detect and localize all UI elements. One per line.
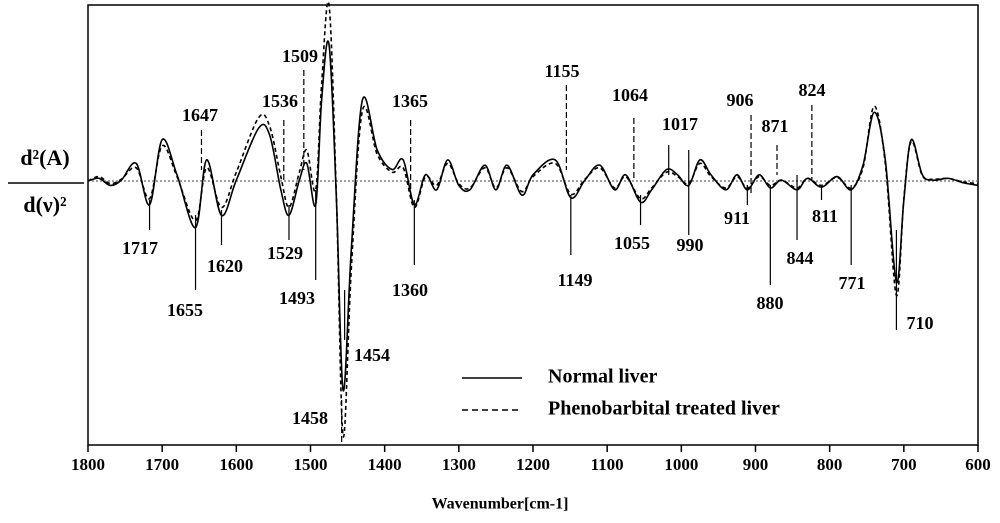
x-axis-label: Wavenumber[cm-1] [432,496,569,513]
x-tick-label: 1000 [664,455,698,474]
peak-label: 906 [727,90,754,110]
legend-label: Normal liver [548,366,658,388]
peak-label: 1365 [392,91,428,111]
peak-label: 1717 [122,238,158,258]
peak-label: 880 [757,293,784,313]
peak-label: 1493 [279,288,315,308]
peak-label: 871 [762,116,789,136]
x-tick-label: 900 [743,455,769,474]
peak-label: 1055 [614,233,650,253]
peak-label: 1647 [182,105,218,125]
peak-label: 710 [907,313,934,333]
peak-label: 1620 [207,256,243,276]
x-tick-label: 800 [817,455,843,474]
x-tick-label: 1800 [71,455,105,474]
peak-label: 771 [839,273,866,293]
peak-label: 1155 [544,61,579,81]
y-axis-label: d(ν)² [23,192,67,217]
x-tick-label: 1300 [442,455,476,474]
legend-label: Phenobarbital treated liver [548,398,780,420]
peak-label: 1509 [282,46,318,66]
y-axis-label: d²(A) [20,145,69,170]
x-tick-label: 1700 [145,455,179,474]
peak-label: 911 [724,208,750,228]
series-line [87,1,979,438]
x-tick-label: 1200 [516,455,550,474]
x-tick-label: 1100 [591,455,624,474]
peak-label: 1458 [292,408,328,428]
peak-label: 1149 [557,270,592,290]
x-tick-label: 1600 [219,455,253,474]
x-tick-label: 700 [891,455,917,474]
peak-label: 1360 [392,280,428,300]
peak-label: 844 [787,248,814,268]
peak-label: 824 [799,80,826,100]
x-tick-label: 1400 [368,455,402,474]
peak-label: 811 [812,206,838,226]
peak-label: 1529 [267,243,303,263]
peak-label: 1017 [662,114,698,134]
peak-label: 1454 [354,345,390,365]
x-tick-label: 1500 [294,455,328,474]
x-tick-label: 600 [965,455,991,474]
peak-label: 1655 [167,300,203,320]
peak-label: 1064 [612,85,648,105]
peak-label: 990 [677,235,704,255]
peak-label: 1536 [262,91,298,111]
